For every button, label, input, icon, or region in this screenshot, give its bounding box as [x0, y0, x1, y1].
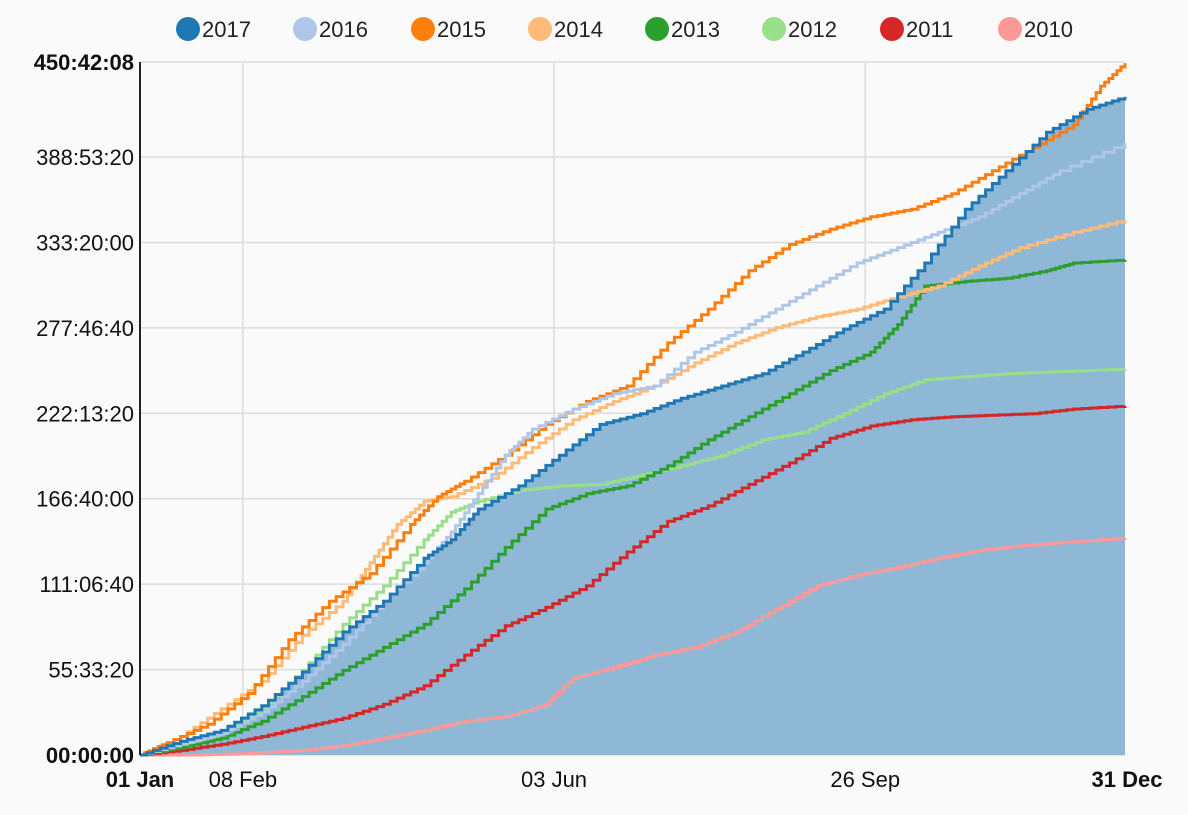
series-lines-layer: [140, 63, 1127, 757]
x-tick-label: 08 Feb: [209, 767, 278, 792]
legend-label: 2016: [319, 17, 368, 42]
legend-label: 2014: [554, 17, 603, 42]
series-line-2014: [140, 219, 1127, 757]
y-tick-label: 166:40:00: [36, 487, 134, 512]
legend-label: 2011: [906, 17, 953, 42]
y-tick-label: 450:42:08: [34, 50, 134, 75]
legend-swatch: [176, 17, 200, 41]
series-line-2013: [140, 258, 1127, 757]
legend-label: 2017: [202, 17, 251, 42]
y-tick-label: 333:20:00: [36, 230, 134, 255]
legend-swatch: [762, 17, 786, 41]
y-tick-label: 00:00:00: [46, 743, 134, 768]
legend-item-2015[interactable]: 2015: [411, 17, 486, 42]
y-axis-tick-labels: 00:00:00 55:33:20 111:06:40 166:40:00 222:13…: [34, 50, 134, 768]
legend-swatch: [293, 17, 317, 41]
y-tick-label: 111:06:40: [39, 572, 134, 597]
legend-swatch: [411, 17, 435, 41]
y-tick-label: 388:53:20: [36, 145, 134, 170]
legend-label: 2013: [671, 17, 720, 42]
legend-label: 2012: [788, 17, 837, 42]
x-tick-label: 01 Jan: [106, 767, 175, 792]
series-line-2017: [140, 96, 1127, 757]
x-tick-label: 31 Dec: [1092, 767, 1163, 792]
y-tick-label: 55:33:20: [48, 658, 134, 683]
legend-item-2011[interactable]: 2011: [880, 17, 953, 42]
series-line-2015: [140, 63, 1127, 757]
legend-item-2014[interactable]: 2014: [528, 17, 603, 42]
legend-swatch: [998, 17, 1022, 41]
y-tick-label: 277:46:40: [36, 316, 134, 341]
y-tick-label: 222:13:20: [36, 401, 134, 426]
legend-item-2017[interactable]: 2017: [176, 17, 251, 42]
series-area-2017: [140, 96, 1125, 755]
series-line-2010: [140, 537, 1127, 757]
legend-item-2016[interactable]: 2016: [293, 17, 368, 42]
legend-swatch: [528, 17, 552, 41]
series-line-2012: [140, 367, 1127, 757]
x-axis-tick-labels: 01 Jan 08 Feb 03 Jun 26 Sep 31 Dec: [106, 767, 1163, 792]
series-line-2016: [140, 143, 1127, 757]
legend-label: 2010: [1024, 17, 1073, 42]
series-line-2011: [140, 405, 1127, 757]
legend-swatch: [880, 17, 904, 41]
legend-swatch: [645, 17, 669, 41]
x-tick-label: 03 Jun: [521, 767, 587, 792]
x-tick-label: 26 Sep: [830, 767, 900, 792]
chart-legend[interactable]: 2017 2016 2015 2014 2013 2012 2011 2010: [176, 17, 1073, 42]
legend-item-2013[interactable]: 2013: [645, 17, 720, 42]
legend-item-2010[interactable]: 2010: [998, 17, 1073, 42]
series-area-layer: [140, 96, 1125, 755]
legend-item-2012[interactable]: 2012: [762, 17, 837, 42]
legend-label: 2015: [437, 17, 486, 42]
